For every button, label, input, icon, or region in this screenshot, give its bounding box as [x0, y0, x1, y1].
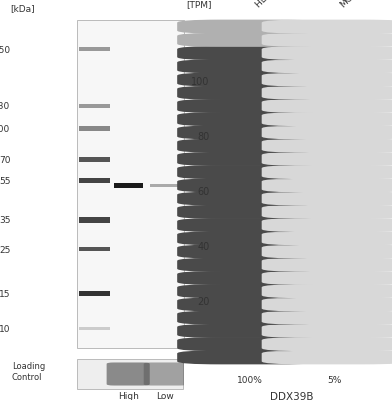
Text: 80: 80 [197, 132, 209, 142]
FancyBboxPatch shape [262, 271, 392, 285]
FancyBboxPatch shape [177, 165, 322, 179]
FancyBboxPatch shape [262, 324, 392, 338]
FancyBboxPatch shape [177, 284, 322, 298]
FancyBboxPatch shape [262, 178, 392, 192]
FancyBboxPatch shape [177, 298, 322, 312]
Text: [kDa]: [kDa] [10, 4, 34, 13]
Text: MCF-7: MCF-7 [338, 0, 365, 10]
FancyBboxPatch shape [262, 165, 392, 179]
FancyBboxPatch shape [262, 258, 392, 272]
Text: Loading
Control: Loading Control [12, 362, 45, 382]
FancyBboxPatch shape [262, 20, 392, 34]
FancyBboxPatch shape [107, 362, 150, 386]
Text: 100%: 100% [237, 376, 263, 385]
FancyBboxPatch shape [177, 72, 322, 86]
FancyBboxPatch shape [177, 46, 322, 60]
FancyBboxPatch shape [177, 350, 322, 364]
FancyBboxPatch shape [177, 152, 322, 166]
Text: HEK 293: HEK 293 [254, 0, 287, 10]
FancyBboxPatch shape [262, 72, 392, 86]
FancyBboxPatch shape [177, 33, 322, 47]
FancyBboxPatch shape [177, 337, 322, 351]
FancyBboxPatch shape [177, 178, 322, 192]
FancyBboxPatch shape [177, 139, 322, 153]
FancyBboxPatch shape [177, 324, 322, 338]
FancyBboxPatch shape [262, 350, 392, 364]
FancyBboxPatch shape [177, 112, 322, 126]
FancyBboxPatch shape [262, 33, 392, 47]
FancyBboxPatch shape [177, 59, 322, 73]
Text: RNA
[TPM]: RNA [TPM] [187, 0, 212, 10]
FancyBboxPatch shape [177, 218, 322, 232]
FancyBboxPatch shape [177, 192, 322, 206]
FancyBboxPatch shape [262, 139, 392, 153]
Text: DDX39B: DDX39B [270, 392, 314, 400]
FancyBboxPatch shape [144, 362, 187, 386]
FancyBboxPatch shape [262, 86, 392, 100]
FancyBboxPatch shape [262, 99, 392, 113]
Text: 60: 60 [197, 187, 209, 197]
FancyBboxPatch shape [262, 311, 392, 325]
FancyBboxPatch shape [262, 205, 392, 219]
Text: 40: 40 [197, 242, 209, 252]
FancyBboxPatch shape [262, 112, 392, 126]
Text: Low: Low [156, 392, 174, 400]
Bar [77, 359, 183, 389]
FancyBboxPatch shape [177, 311, 322, 325]
FancyBboxPatch shape [262, 298, 392, 312]
Text: 5%: 5% [327, 376, 341, 385]
FancyBboxPatch shape [262, 244, 392, 258]
Text: 20: 20 [197, 297, 209, 307]
FancyBboxPatch shape [177, 99, 322, 113]
FancyBboxPatch shape [177, 126, 322, 140]
FancyBboxPatch shape [262, 59, 392, 73]
FancyBboxPatch shape [177, 244, 322, 258]
FancyBboxPatch shape [177, 20, 322, 34]
FancyBboxPatch shape [262, 284, 392, 298]
FancyBboxPatch shape [262, 218, 392, 232]
FancyBboxPatch shape [177, 258, 322, 272]
FancyBboxPatch shape [177, 271, 322, 285]
FancyBboxPatch shape [177, 205, 322, 219]
Text: 100: 100 [191, 77, 209, 87]
FancyBboxPatch shape [262, 231, 392, 245]
FancyBboxPatch shape [177, 231, 322, 245]
FancyBboxPatch shape [262, 126, 392, 140]
FancyBboxPatch shape [262, 337, 392, 351]
FancyBboxPatch shape [177, 86, 322, 100]
Text: High: High [118, 392, 139, 400]
FancyBboxPatch shape [262, 46, 392, 60]
FancyBboxPatch shape [262, 152, 392, 166]
Bar [77, 20, 184, 348]
FancyBboxPatch shape [262, 192, 392, 206]
